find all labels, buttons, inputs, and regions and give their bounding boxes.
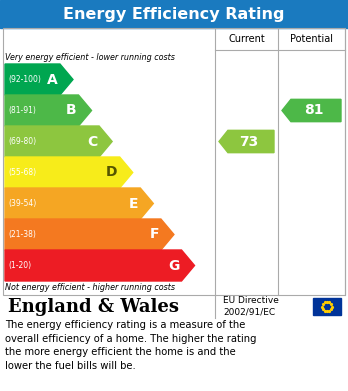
Text: A: A — [47, 72, 58, 86]
Text: 73: 73 — [239, 135, 258, 149]
Text: Potential: Potential — [290, 34, 333, 44]
Polygon shape — [219, 130, 274, 152]
Text: 81: 81 — [304, 104, 324, 118]
Text: Very energy efficient - lower running costs: Very energy efficient - lower running co… — [5, 52, 175, 61]
Polygon shape — [5, 95, 92, 126]
Polygon shape — [5, 188, 153, 219]
Text: (21-38): (21-38) — [8, 230, 36, 239]
Polygon shape — [5, 126, 112, 157]
Text: England & Wales: England & Wales — [8, 298, 179, 316]
Text: (39-54): (39-54) — [8, 199, 36, 208]
Text: The energy efficiency rating is a measure of the
overall efficiency of a home. T: The energy efficiency rating is a measur… — [5, 320, 256, 371]
Text: C: C — [87, 135, 97, 149]
Polygon shape — [5, 64, 73, 95]
Text: Energy Efficiency Rating: Energy Efficiency Rating — [63, 7, 285, 22]
Bar — [3, 28, 345, 295]
Text: B: B — [66, 104, 77, 118]
Polygon shape — [5, 219, 174, 250]
Text: F: F — [149, 228, 159, 242]
Bar — [3, 295, 345, 318]
Text: (69-80): (69-80) — [8, 137, 36, 146]
Polygon shape — [282, 99, 341, 122]
Text: EU Directive
2002/91/EC: EU Directive 2002/91/EC — [223, 296, 279, 317]
Text: G: G — [168, 258, 180, 273]
Polygon shape — [5, 157, 133, 188]
Text: Current: Current — [228, 34, 265, 44]
Polygon shape — [5, 250, 195, 281]
Text: Not energy efficient - higher running costs: Not energy efficient - higher running co… — [5, 283, 175, 292]
Text: E: E — [129, 197, 138, 210]
Text: (1-20): (1-20) — [8, 261, 31, 270]
Text: (92-100): (92-100) — [8, 75, 41, 84]
Text: (55-68): (55-68) — [8, 168, 36, 177]
Text: (81-91): (81-91) — [8, 106, 36, 115]
Bar — [313, 298, 341, 315]
Text: D: D — [106, 165, 118, 179]
Bar — [0, 0, 348, 28]
